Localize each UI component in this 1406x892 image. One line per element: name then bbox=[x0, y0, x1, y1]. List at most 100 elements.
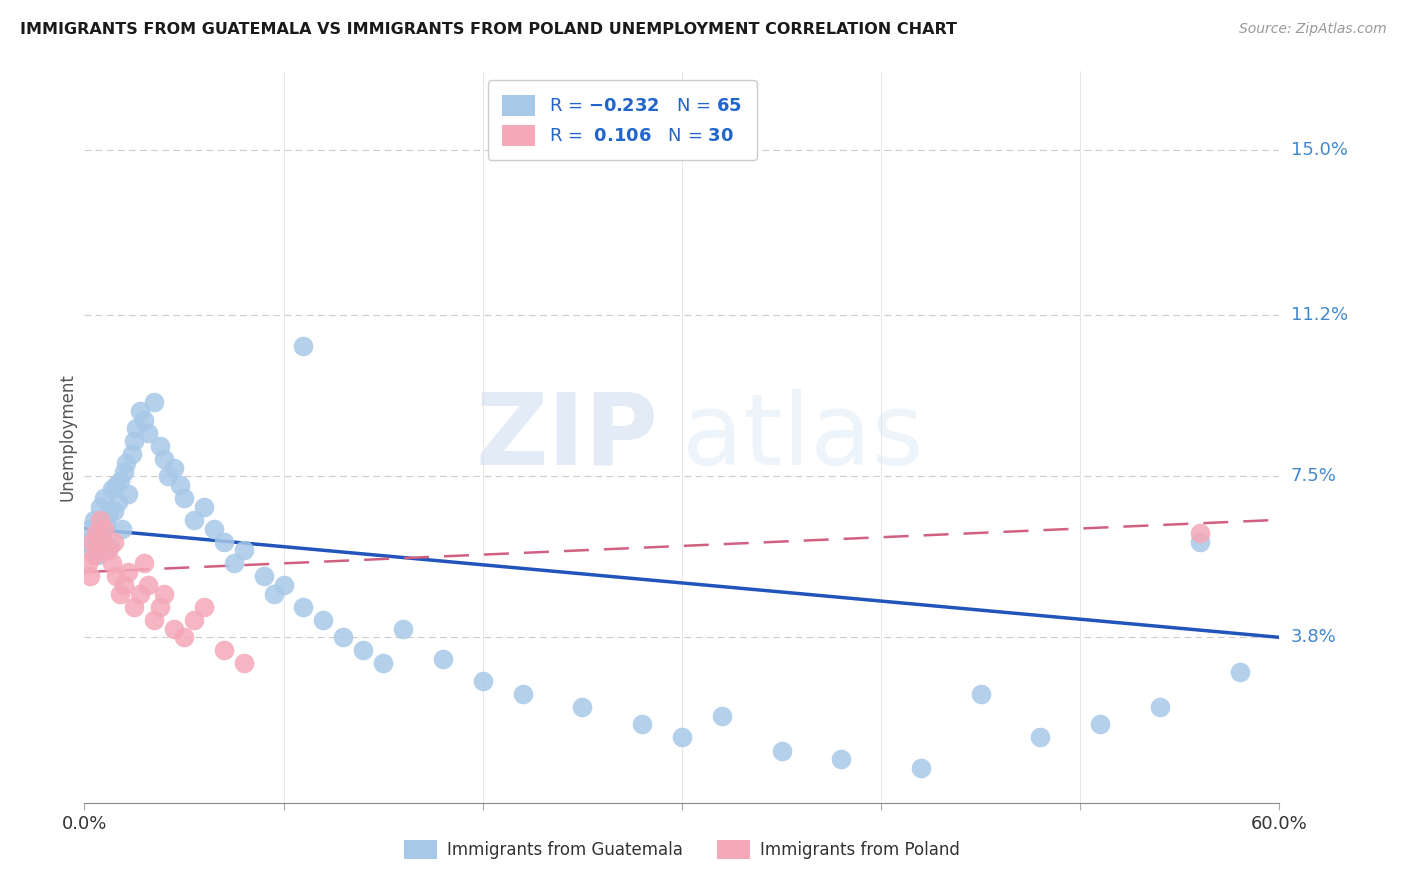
Point bbox=[830, 752, 852, 766]
Point bbox=[110, 474, 132, 488]
Point bbox=[153, 587, 176, 601]
Point bbox=[82, 534, 104, 549]
Point bbox=[910, 761, 932, 775]
Point bbox=[222, 557, 245, 571]
Point bbox=[631, 717, 654, 731]
Text: IMMIGRANTS FROM GUATEMALA VS IMMIGRANTS FROM POLAND UNEMPLOYMENT CORRELATION CHA: IMMIGRANTS FROM GUATEMALA VS IMMIGRANTS … bbox=[20, 22, 956, 37]
Y-axis label: Unemployment: Unemployment bbox=[58, 373, 76, 501]
Point bbox=[122, 434, 145, 449]
Point bbox=[193, 599, 215, 614]
Text: 3.8%: 3.8% bbox=[1291, 628, 1336, 647]
Point bbox=[117, 486, 139, 500]
Point bbox=[110, 587, 132, 601]
Point bbox=[163, 460, 186, 475]
Point bbox=[89, 513, 111, 527]
Point bbox=[163, 622, 186, 636]
Point bbox=[183, 513, 205, 527]
Point bbox=[1188, 525, 1211, 540]
Point bbox=[129, 404, 152, 418]
Point bbox=[332, 631, 354, 645]
Point bbox=[1029, 731, 1052, 745]
Text: Source: ZipAtlas.com: Source: ZipAtlas.com bbox=[1239, 22, 1386, 37]
Point bbox=[97, 543, 120, 558]
Point bbox=[202, 521, 225, 535]
Point bbox=[173, 631, 195, 645]
Point bbox=[143, 395, 166, 409]
Point bbox=[149, 439, 172, 453]
Point bbox=[96, 517, 118, 532]
Point bbox=[1090, 717, 1112, 731]
Point bbox=[710, 708, 733, 723]
Point bbox=[105, 478, 128, 492]
Point bbox=[352, 643, 374, 657]
Point bbox=[103, 504, 125, 518]
Point bbox=[129, 587, 152, 601]
Point bbox=[132, 557, 156, 571]
Point bbox=[149, 599, 172, 614]
Point bbox=[232, 543, 254, 558]
Point bbox=[115, 456, 138, 470]
Point bbox=[1229, 665, 1251, 680]
Point bbox=[253, 569, 276, 583]
Point bbox=[169, 478, 191, 492]
Point bbox=[77, 557, 100, 571]
Point bbox=[183, 613, 205, 627]
Text: 11.2%: 11.2% bbox=[1291, 306, 1348, 324]
Point bbox=[512, 687, 534, 701]
Point bbox=[121, 448, 143, 462]
Point bbox=[392, 622, 415, 636]
Point bbox=[79, 521, 101, 535]
Point bbox=[263, 587, 285, 601]
Point bbox=[132, 412, 156, 426]
Point bbox=[86, 525, 108, 540]
Point bbox=[970, 687, 993, 701]
Point bbox=[117, 565, 139, 579]
Point bbox=[79, 569, 101, 583]
Point bbox=[136, 578, 159, 592]
Point bbox=[153, 451, 176, 466]
Point bbox=[82, 543, 104, 558]
Point bbox=[97, 508, 120, 523]
Point bbox=[157, 469, 180, 483]
Point bbox=[136, 425, 159, 440]
Point bbox=[101, 483, 124, 497]
Point bbox=[98, 539, 121, 553]
Point bbox=[671, 731, 693, 745]
Point bbox=[107, 495, 129, 509]
Point bbox=[91, 525, 114, 540]
Legend: Immigrants from Guatemala, Immigrants from Poland: Immigrants from Guatemala, Immigrants fr… bbox=[395, 831, 969, 868]
Point bbox=[1149, 700, 1171, 714]
Point bbox=[93, 491, 115, 505]
Point bbox=[105, 569, 128, 583]
Point bbox=[93, 521, 115, 535]
Point bbox=[77, 534, 100, 549]
Text: 15.0%: 15.0% bbox=[1291, 141, 1347, 159]
Point bbox=[125, 421, 148, 435]
Point bbox=[312, 613, 335, 627]
Point bbox=[112, 465, 135, 479]
Point bbox=[373, 657, 395, 671]
Point bbox=[770, 743, 793, 757]
Point bbox=[101, 557, 124, 571]
Point bbox=[112, 578, 135, 592]
Point bbox=[103, 534, 125, 549]
Point bbox=[91, 534, 114, 549]
Point bbox=[292, 599, 315, 614]
Point bbox=[89, 500, 111, 514]
Point bbox=[86, 530, 108, 544]
Text: 7.5%: 7.5% bbox=[1291, 467, 1337, 485]
Point bbox=[212, 643, 235, 657]
Text: atlas: atlas bbox=[682, 389, 924, 485]
Point bbox=[292, 339, 315, 353]
Point bbox=[83, 513, 105, 527]
Point bbox=[87, 548, 110, 562]
Point bbox=[273, 578, 295, 592]
Point bbox=[87, 543, 110, 558]
Point bbox=[193, 500, 215, 514]
Point bbox=[432, 652, 454, 666]
Point bbox=[1188, 534, 1211, 549]
Text: ZIP: ZIP bbox=[475, 389, 658, 485]
Point bbox=[143, 613, 166, 627]
Point bbox=[83, 548, 105, 562]
Point bbox=[111, 521, 134, 535]
